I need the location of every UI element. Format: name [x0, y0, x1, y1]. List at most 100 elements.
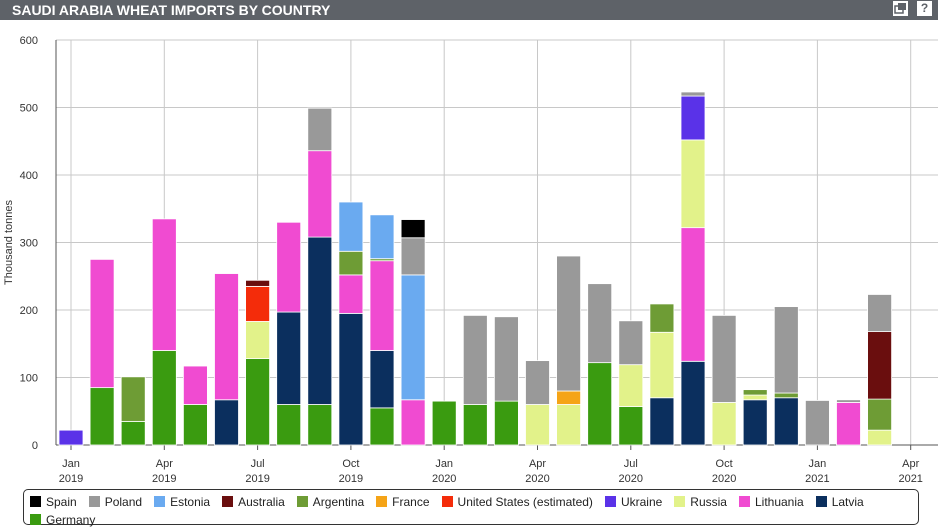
- bar-segment[interactable]: Poland — Feb 2021: 4: [836, 399, 861, 403]
- bar-segment[interactable]: Poland — Dec 2019: 55: [400, 237, 426, 276]
- bar-segment[interactable]: Germany — Sep 2019: 60: [307, 404, 333, 446]
- bar-segment[interactable]: Lithuania — Sep 2020: 198: [680, 227, 706, 362]
- bar-segment[interactable]: Latvia — Jun 2019: 67: [214, 399, 239, 446]
- bar-segment[interactable]: Latvia — Dec 2020: 70: [773, 397, 799, 446]
- legend-swatch: [604, 496, 616, 507]
- legend-swatch: [154, 496, 166, 507]
- legend-item[interactable]: France: [376, 494, 430, 509]
- bar-segment[interactable]: Poland — Mar 2020: 125: [493, 316, 519, 402]
- bar-segment[interactable]: Latvia — Sep 2019: 248: [307, 236, 333, 405]
- x-tick-label-month: Apr: [156, 458, 173, 470]
- bar-segment[interactable]: Latvia — Sep 2020: 124: [680, 360, 706, 446]
- bar-segment[interactable]: Poland — Mar 2021: 55: [867, 294, 892, 333]
- bar-segment[interactable]: Poland — Sep 2019: 63: [307, 107, 333, 152]
- bar-segment[interactable]: Latvia — Nov 2020: 67: [742, 399, 768, 446]
- bar-segment[interactable]: Germany — Feb 2020: 60: [462, 404, 488, 446]
- bar-segment[interactable]: Australia — Mar 2021: 100: [867, 331, 892, 400]
- bar-segment[interactable]: Russia — Jul 2019: 55: [245, 321, 271, 360]
- bar-segment[interactable]: Lithuania — Apr 2019: 195: [151, 218, 177, 351]
- bar-segment[interactable]: Poland — Jan 2021: 66: [805, 400, 830, 446]
- bar-segment[interactable]: Spain — Dec 2019: 27: [400, 219, 426, 239]
- bar-segment[interactable]: Poland — Feb 2020: 132: [462, 314, 488, 405]
- legend-label: Estonia: [170, 494, 211, 509]
- bar-segment[interactable]: Lithuania — Feb 2019: 190: [89, 258, 115, 389]
- bar-segment[interactable]: France — May 2020: 20: [556, 390, 581, 405]
- bar-segment[interactable]: Germany — Jul 2020: 57: [618, 406, 644, 446]
- legend-item[interactable]: Estonia: [154, 495, 210, 509]
- bar-segment[interactable]: Argentina — Aug 2020: 42: [649, 303, 675, 333]
- legend-label: France: [392, 494, 430, 509]
- legend-item[interactable]: Latvia: [815, 495, 864, 509]
- bar-segment[interactable]: Lithuania — Sep 2019: 128: [307, 150, 333, 238]
- bar-segment[interactable]: Poland — Jul 2020: 65: [618, 320, 644, 366]
- bar-segment[interactable]: Latvia — Oct 2019: 195: [338, 312, 364, 446]
- bar-segment[interactable]: Germany — Jun 2020: 122: [587, 362, 613, 446]
- legend-swatch: [376, 496, 388, 507]
- bar-segment[interactable]: Poland — Jun 2020: 117: [587, 283, 613, 364]
- y-tick-label: 200: [20, 305, 38, 317]
- bar-segment[interactable]: United States (estimated) — Jul 2019: 52: [245, 285, 271, 322]
- bar-segment[interactable]: Ukraine — Jan 2019: 22: [58, 429, 84, 446]
- legend-item[interactable]: United States (estimated): [441, 495, 593, 509]
- legend-item[interactable]: Ukraine: [604, 495, 662, 509]
- legend-swatch: [222, 496, 234, 507]
- bar-segment[interactable]: Argentina — Oct 2019: 35: [338, 250, 364, 276]
- bar-segment[interactable]: Latvia — Nov 2019: 85: [369, 350, 395, 409]
- bar-segment[interactable]: Argentina — Mar 2021: 46: [867, 398, 892, 431]
- bar-segment[interactable]: Germany — Nov 2019: 55: [369, 407, 395, 446]
- help-icon[interactable]: ?: [917, 1, 932, 16]
- legend-swatch: [738, 496, 750, 507]
- bar-segment[interactable]: Poland — Dec 2020: 128: [773, 306, 799, 394]
- bar-segment[interactable]: Russia — Sep 2020: 130: [680, 139, 706, 229]
- bar-segment[interactable]: Estonia — Dec 2019: 185: [400, 274, 426, 401]
- legend-item[interactable]: Germany: [30, 513, 95, 527]
- bar-segment[interactable]: Lithuania — Aug 2019: 133: [276, 221, 302, 313]
- bar-segment[interactable]: Germany — Mar 2019: 35: [120, 420, 146, 446]
- legend-item[interactable]: Russia: [674, 495, 727, 509]
- bar-segment[interactable]: Russia — Oct 2020: 63: [711, 402, 737, 446]
- legend-label: Poland: [104, 494, 143, 509]
- window-restore-icon[interactable]: [893, 1, 908, 16]
- legend-item[interactable]: Spain: [30, 495, 77, 509]
- bar-segment[interactable]: Argentina — Mar 2019: 66: [120, 376, 146, 422]
- bar-segment[interactable]: Poland — Sep 2020: 6: [680, 91, 706, 97]
- bar-segment[interactable]: Lithuania — May 2019: 57: [182, 365, 208, 405]
- bar-segment[interactable]: Russia — Mar 2021: 22: [867, 429, 892, 446]
- bar-segment[interactable]: Germany — Jul 2019: 128: [245, 358, 271, 446]
- bar-segment[interactable]: Russia — Aug 2020: 97: [649, 331, 675, 399]
- bar-segment[interactable]: Lithuania — Dec 2019: 67: [400, 399, 426, 446]
- x-tick-label-year: 2020: [432, 473, 456, 485]
- bar-segment[interactable]: Russia — Nov 2020: 7: [742, 394, 768, 401]
- legend-item[interactable]: Poland: [88, 494, 143, 509]
- bar-segment[interactable]: Lithuania — Jun 2019: 187: [214, 273, 239, 401]
- bar-segment[interactable]: Germany — Jan 2020: 65: [431, 400, 457, 446]
- bar-segment[interactable]: Estonia — Oct 2019: 73: [338, 201, 364, 252]
- legend-item[interactable]: Australia: [222, 495, 285, 509]
- bar-segment[interactable]: Germany — Feb 2019: 85: [89, 387, 115, 446]
- bar-segment[interactable]: Russia — May 2020: 60: [556, 404, 581, 446]
- x-tick-label-month: Oct: [342, 458, 359, 470]
- bar-segment[interactable]: Germany — May 2019: 60: [182, 404, 208, 446]
- bar-segment[interactable]: Russia — Jul 2020: 62: [618, 364, 644, 407]
- bar-segment[interactable]: Argentina — Nov 2020: 8: [742, 389, 768, 396]
- bar-segment[interactable]: Russia — Apr 2020: 60: [525, 404, 550, 446]
- bar-segment[interactable]: Argentina — Dec 2020: 7: [773, 392, 799, 399]
- legend-item[interactable]: Argentina: [296, 495, 364, 509]
- bar-segment[interactable]: Australia — Jul 2019: 9: [245, 279, 271, 287]
- bar-segment[interactable]: Lithuania — Oct 2019: 57: [338, 274, 364, 314]
- bar-segment[interactable]: Germany — Mar 2020: 65: [493, 400, 519, 446]
- x-tick-label-year: 2019: [152, 473, 176, 485]
- bar-segment[interactable]: Estonia — Nov 2019: 65: [369, 214, 395, 260]
- bar-segment[interactable]: Germany — Aug 2019: 60: [276, 404, 302, 446]
- bar-segment[interactable]: Germany — Apr 2019: 140: [151, 350, 177, 446]
- legend-item[interactable]: Lithuania: [738, 495, 804, 509]
- bar-segment[interactable]: Poland — May 2020: 200: [556, 255, 581, 392]
- bar-segment[interactable]: Latvia — Aug 2020: 70: [649, 397, 675, 446]
- bar-segment[interactable]: Ukraine — Sep 2020: 65: [680, 95, 706, 141]
- y-tick-label: 100: [20, 373, 38, 385]
- bar-segment[interactable]: Poland — Oct 2020: 129: [711, 314, 737, 403]
- bar-segment[interactable]: Lithuania — Feb 2021: 63: [836, 402, 861, 446]
- bar-segment[interactable]: Lithuania — Nov 2019: 133: [369, 260, 395, 351]
- bar-segment[interactable]: Poland — Apr 2020: 65: [525, 360, 550, 405]
- bar-segment[interactable]: Latvia — Aug 2019: 137: [276, 311, 302, 405]
